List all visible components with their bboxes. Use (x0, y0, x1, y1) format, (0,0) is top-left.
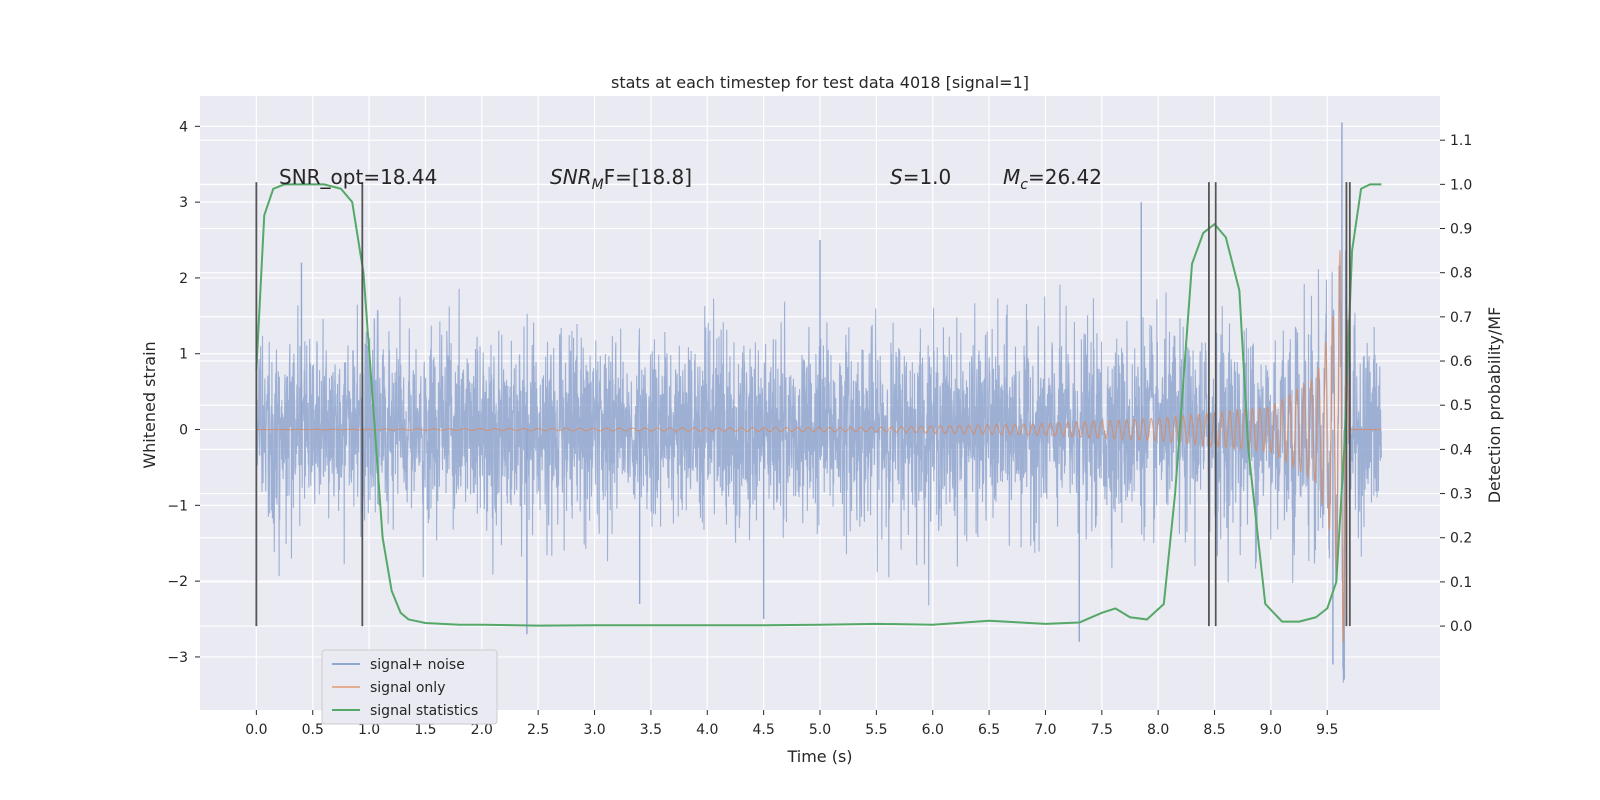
right-y-tick-label: 0.5 (1450, 398, 1472, 414)
x-tick-label: 8.5 (1203, 722, 1225, 738)
left-y-tick-label: 3 (179, 195, 188, 211)
legend: signal+ noise signal only signal statist… (321, 649, 498, 725)
annotation-mc: Mc=26.42 (1003, 165, 1102, 193)
x-tick-label: 1.0 (358, 722, 380, 738)
annotation-snr-opt: SNR_opt=18.44 (279, 165, 437, 189)
x-tick-label: 7.5 (1091, 722, 1113, 738)
right-y-tick-label: 0.3 (1450, 487, 1472, 503)
x-tick-label: 7.0 (1034, 722, 1056, 738)
right-y-tick-label: 1.0 (1450, 177, 1472, 193)
left-y-tick-label: −1 (167, 498, 188, 514)
left-y-tick-label: −3 (167, 650, 188, 666)
series-signal-noise (255, 250, 1382, 683)
right-y-tick-label: 0.0 (1450, 619, 1472, 635)
vertical-markers (255, 182, 1351, 627)
right-y-tick-label: 0.4 (1450, 442, 1472, 458)
x-tick-label: 6.5 (978, 722, 1000, 738)
legend-label-signal: signal only (370, 680, 445, 696)
x-tick-label: 4.5 (753, 722, 775, 738)
right-y-tick-label: 0.6 (1450, 354, 1472, 370)
left-y-tick-label: −2 (167, 574, 188, 590)
right-y-axis-ticks: 0.0 0.1 0.2 0.3 0.4 0.5 0.6 0.7 0.8 0.9 1.0 1.1 (1440, 133, 1472, 635)
series-signal-statistics (255, 183, 1382, 627)
annotation-s-main: S (890, 165, 903, 189)
annotation-s-tail: =1.0 (903, 165, 952, 189)
right-y-tick-label: 0.8 (1450, 266, 1472, 282)
x-tick-label: 9.0 (1260, 722, 1282, 738)
annotation-mc-main: M (1003, 165, 1020, 189)
x-tick-label: 9.5 (1316, 722, 1338, 738)
left-y-axis-ticks: −3 −2 −1 0 1 2 3 4 (167, 119, 200, 666)
annotation-snr-mf-sub: M (592, 177, 604, 193)
right-y-tick-label: 1.1 (1450, 133, 1472, 149)
x-tick-label: 3.5 (640, 722, 662, 738)
series-layer (255, 122, 1382, 683)
x-tick-label: 0.5 (302, 722, 324, 738)
legend-box (321, 649, 498, 725)
right-y-tick-label: 0.1 (1450, 575, 1472, 591)
annotation-mc-sub: c (1020, 177, 1028, 193)
x-tick-label: 5.0 (809, 722, 831, 738)
x-tick-label: 4.0 (696, 722, 718, 738)
legend-label-stats: signal statistics (370, 703, 478, 719)
annotation-snr-mf-main: SNR (550, 165, 592, 189)
left-y-tick-label: 1 (179, 347, 188, 363)
left-y-tick-label: 2 (179, 271, 188, 287)
left-y-tick-label: 0 (179, 423, 188, 439)
right-y-tick-label: 0.9 (1450, 222, 1472, 238)
x-axis-ticks: 0.0 0.5 1.0 1.5 2.0 2.5 3.0 3.5 4.0 4.5 5.0 5.5 6.0 6… (245, 710, 1338, 738)
x-tick-label: 8.0 (1147, 722, 1169, 738)
right-y-tick-label: 0.2 (1450, 531, 1472, 547)
x-tick-label: 2.5 (527, 722, 549, 738)
x-axis-label: Time (s) (786, 747, 852, 766)
annotation-snr-mf: SNRMF=[18.8] (550, 165, 692, 193)
right-y-tick-label: 0.7 (1450, 310, 1472, 326)
x-tick-label: 5.5 (865, 722, 887, 738)
x-tick-label: 6.0 (922, 722, 944, 738)
x-tick-label: 2.0 (471, 722, 493, 738)
right-y-axis-label: Detection probability/MF (1485, 307, 1504, 504)
x-tick-label: 3.0 (583, 722, 605, 738)
x-tick-label: 0.0 (245, 722, 267, 738)
legend-label-noise: signal+ noise (370, 657, 465, 673)
left-y-axis-label: Whitened strain (140, 341, 159, 468)
annotation-snr-mf-tail: F=[18.8] (604, 165, 692, 189)
annotations: SNR_opt=18.44 SNRMF=[18.8] S=1.0 Mc=26.4… (279, 165, 1102, 193)
left-y-tick-label: 4 (179, 119, 188, 135)
annotation-s: S=1.0 (890, 165, 951, 189)
chart-title: stats at each timestep for test data 401… (611, 73, 1029, 92)
x-tick-label: 1.5 (414, 722, 436, 738)
series-signal-only (256, 250, 1382, 643)
annotation-mc-tail: =26.42 (1028, 165, 1102, 189)
